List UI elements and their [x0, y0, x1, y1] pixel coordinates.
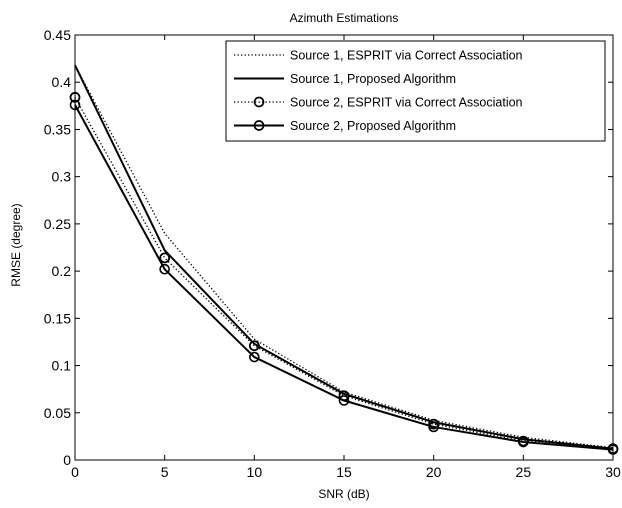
x-tick-label: 0	[71, 464, 79, 480]
x-tick-label: 15	[336, 464, 352, 480]
data-point	[338, 395, 350, 406]
legend-label: Source 1, ESPRIT via Correct Association	[290, 49, 523, 63]
y-tick-label: 0.45	[44, 27, 71, 43]
x-tick-label: 5	[161, 464, 169, 480]
legend-label: Source 2, ESPRIT via Correct Association	[290, 96, 523, 110]
y-tick-label: 0.4	[52, 74, 72, 90]
data-point	[159, 263, 170, 275]
data-point	[69, 91, 81, 103]
series-2	[74, 64, 614, 450]
y-tick-label: 0.15	[44, 310, 71, 326]
y-tick-label: 0.25	[44, 216, 71, 232]
data-point	[607, 444, 619, 455]
y-tick-label: 0.2	[52, 263, 72, 279]
legend-entry: Source 1, ESPRIT via Correct Association	[234, 49, 523, 63]
data-point	[428, 421, 439, 433]
x-tick-label: 10	[247, 464, 263, 480]
legend: Source 1, ESPRIT via Correct Association…	[225, 40, 606, 142]
data-point	[249, 351, 260, 363]
legend-label: Source 2, Proposed Algorithm	[290, 119, 456, 133]
y-tick-label: 0.3	[52, 169, 72, 185]
y-axis-label: RMSE (degree)	[9, 203, 23, 286]
y-tick-label: 0.05	[44, 405, 71, 421]
legend-marker	[253, 120, 265, 131]
axes-group: 0 5 10 15 20 25 30 0 0.05 0.1 0.15 0.2 0.25 0.3 0.35 0.…	[44, 27, 621, 480]
y-tick-label: 0	[63, 452, 71, 468]
legend-label: Source 1, Proposed Algorithm	[290, 72, 456, 86]
series-line-4	[74, 104, 614, 451]
x-tick-label: 20	[426, 464, 442, 480]
series-4	[69, 99, 619, 455]
x-axis-label: SNR (dB)	[318, 487, 369, 501]
legend-entry: Source 1, Proposed Algorithm	[234, 72, 456, 86]
data-point	[248, 340, 260, 352]
data-point	[69, 99, 81, 111]
legend-entry: Source 2, Proposed Algorithm	[234, 119, 456, 133]
data-point	[159, 252, 171, 264]
legend-box	[225, 40, 606, 142]
y-tick-label: 0.1	[52, 358, 72, 374]
legend-entry: Source 2, ESPRIT via Correct Association	[234, 96, 523, 110]
y-tick-label: 0.35	[44, 121, 71, 137]
data-point	[518, 436, 529, 448]
x-tick-label: 30	[605, 464, 621, 480]
legend-marker	[253, 96, 265, 108]
data-point	[428, 418, 440, 430]
series-group	[69, 64, 619, 455]
chart-title: Azimuth Estimations	[290, 11, 399, 25]
x-tick-label: 25	[516, 464, 532, 480]
series-line-2	[74, 64, 614, 450]
